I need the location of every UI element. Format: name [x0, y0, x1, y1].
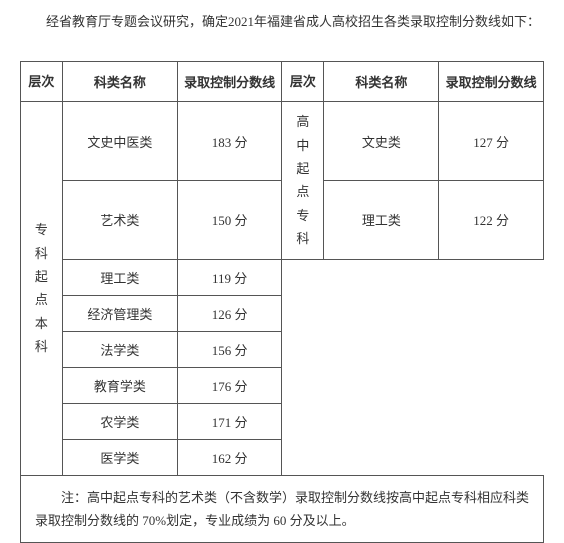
header-subject-right: 科类名称 — [324, 61, 439, 101]
subject-cell: 理工类 — [324, 180, 439, 259]
header-subject-left: 科类名称 — [62, 61, 177, 101]
header-score-left: 录取控制分数线 — [177, 61, 282, 101]
level-zhuanke-benke: 专 科 起 点 本 科 — [21, 102, 63, 475]
subject-cell: 理工类 — [62, 259, 177, 295]
table-row: 专 科 起 点 本 科 文史中医类 183 分 高 中 起 点 专 科 文史类 … — [21, 102, 544, 181]
subject-cell: 经济管理类 — [62, 295, 177, 331]
subject-cell: 医学类 — [62, 439, 177, 475]
score-cell: 183 分 — [177, 102, 282, 181]
subject-cell: 艺术类 — [62, 180, 177, 259]
score-cell: 156 分 — [177, 331, 282, 367]
score-cell: 127 分 — [439, 102, 544, 181]
header-level-right: 层次 — [282, 61, 324, 101]
header-row: 层次 科类名称 录取控制分数线 层次 科类名称 录取控制分数线 — [21, 61, 544, 101]
score-cell: 150 分 — [177, 180, 282, 259]
score-cell: 162 分 — [177, 439, 282, 475]
subject-cell: 农学类 — [62, 403, 177, 439]
header-score-right: 录取控制分数线 — [439, 61, 544, 101]
note-text: 注：高中起点专科的艺术类（不含数学）录取控制分数线按高中起点专科相应科类录取控制… — [35, 486, 529, 533]
score-cell: 176 分 — [177, 367, 282, 403]
level-gaozhong-zhuanke: 高 中 起 点 专 科 — [282, 102, 324, 259]
score-cell: 119 分 — [177, 259, 282, 295]
subject-cell: 法学类 — [62, 331, 177, 367]
subject-cell: 文史中医类 — [62, 102, 177, 181]
subject-cell: 文史类 — [324, 102, 439, 181]
score-table: 层次 科类名称 录取控制分数线 层次 科类名称 录取控制分数线 专 科 起 点 … — [20, 61, 544, 543]
score-cell: 122 分 — [439, 180, 544, 259]
header-level-left: 层次 — [21, 61, 63, 101]
note-row: 注：高中起点专科的艺术类（不含数学）录取控制分数线按高中起点专科相应科类录取控制… — [21, 475, 544, 543]
subject-cell: 教育学类 — [62, 367, 177, 403]
intro-text: 经省教育厅专题会议研究，确定2021年福建省成人高校招生各类录取控制分数线如下： — [20, 12, 544, 33]
score-cell: 126 分 — [177, 295, 282, 331]
table-row: 理工类 119 分 — [21, 259, 544, 295]
empty-region — [282, 259, 544, 475]
score-cell: 171 分 — [177, 403, 282, 439]
